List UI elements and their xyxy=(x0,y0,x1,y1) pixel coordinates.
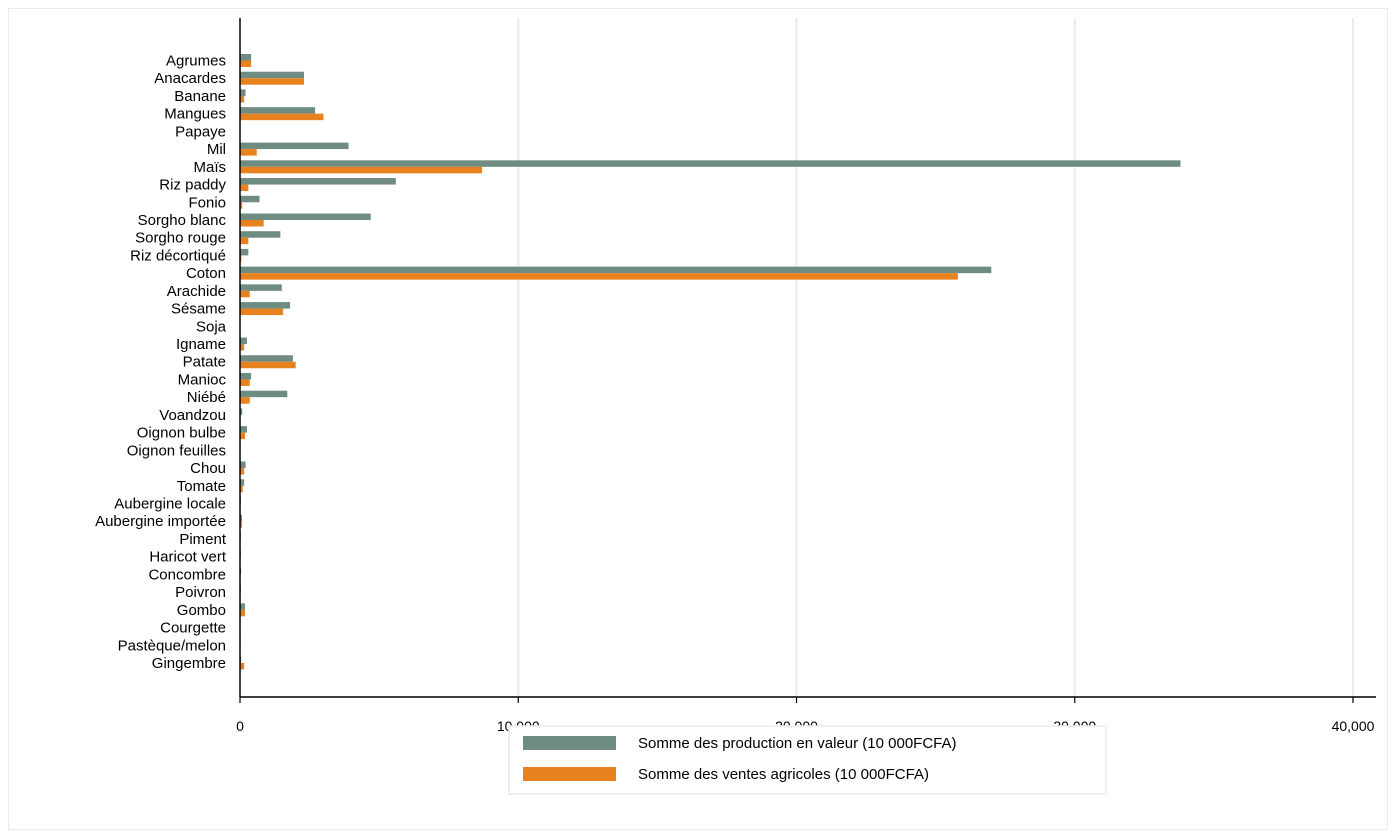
category-label: Riz décortiqué xyxy=(130,247,226,264)
legend-label-production: Somme des production en valeur (10 000FC… xyxy=(638,735,957,752)
category-label: Concombre xyxy=(148,566,226,583)
category-label: Pastèque/melon xyxy=(118,637,226,654)
bar-ventes xyxy=(240,485,243,493)
bar-production xyxy=(240,337,247,345)
category-labels: AgrumesAnacardesBananeManguesPapayeMilMa… xyxy=(95,53,227,672)
bar-production xyxy=(240,408,243,415)
bar-production xyxy=(240,160,1181,167)
bar-production xyxy=(240,284,282,291)
bar-group xyxy=(240,54,1181,670)
legend: Somme des production en valeur (10 000FC… xyxy=(508,725,1107,795)
legend-swatch-production xyxy=(523,736,616,750)
category-label: Sésame xyxy=(171,301,226,318)
bar-ventes xyxy=(240,468,245,475)
bar-ventes xyxy=(240,379,250,386)
category-label: Arachide xyxy=(167,283,226,300)
bar-ventes xyxy=(240,521,242,528)
axes xyxy=(239,18,1376,698)
grid-lines xyxy=(517,18,1354,697)
category-label: Papaye xyxy=(175,123,226,140)
category-label: Gingembre xyxy=(152,655,226,672)
bar-ventes xyxy=(240,95,245,103)
category-label: Piment xyxy=(179,531,227,548)
legend-label-ventes: Somme des ventes agricoles (10 000FCFA) xyxy=(638,766,929,783)
category-label: Anacardes xyxy=(154,70,226,87)
bar-production xyxy=(240,426,247,433)
legend-swatch-ventes xyxy=(523,767,616,781)
bar-production xyxy=(240,372,252,380)
bar-production xyxy=(240,195,260,203)
bar-ventes xyxy=(240,344,245,351)
bar-ventes xyxy=(240,60,252,67)
bar-ventes xyxy=(240,113,324,121)
bar-production xyxy=(240,231,281,238)
category-label: Manioc xyxy=(178,371,227,388)
bar-ventes xyxy=(240,308,284,316)
bar-ventes xyxy=(240,78,304,85)
category-label: Igname xyxy=(176,336,226,353)
category-label: Aubergine locale xyxy=(114,496,226,513)
category-label: Niébé xyxy=(187,389,226,406)
bar-ventes xyxy=(240,184,249,192)
bar-production xyxy=(240,266,992,274)
bar-ventes xyxy=(240,290,250,298)
chart-frame xyxy=(8,8,1388,830)
bar-ventes xyxy=(240,219,264,227)
category-label: Agrumes xyxy=(166,53,226,70)
category-label: Oignon feuilles xyxy=(127,442,226,459)
category-label: Courgette xyxy=(160,620,226,637)
category-label: Sorgho rouge xyxy=(135,230,226,247)
bar-production xyxy=(240,178,396,185)
category-label: Voandzou xyxy=(159,407,226,424)
bar-production xyxy=(240,479,245,486)
bar-production xyxy=(240,302,291,309)
category-label: Gombo xyxy=(177,602,226,619)
bar-ventes xyxy=(240,361,296,369)
x-tick-label: 0 xyxy=(236,718,244,734)
bar-ventes xyxy=(240,662,245,670)
bar-production xyxy=(240,107,316,114)
bar-ventes xyxy=(240,202,243,209)
bar-ventes xyxy=(240,397,250,404)
bar-ventes xyxy=(240,149,257,156)
bar-ventes xyxy=(240,432,246,440)
category-label: Mil xyxy=(207,141,226,158)
category-label: Haricot vert xyxy=(149,549,227,566)
category-label: Aubergine importée xyxy=(95,513,226,530)
bar-production xyxy=(240,461,246,469)
bar-production xyxy=(240,390,288,398)
category-label: Banane xyxy=(174,88,226,105)
category-label: Patate xyxy=(183,354,226,371)
category-label: Riz paddy xyxy=(159,177,226,194)
category-label: Tomate xyxy=(177,478,226,495)
category-label: Soja xyxy=(196,318,227,335)
bar-production xyxy=(240,71,304,79)
bar-production xyxy=(240,89,246,96)
x-tick-label: 40,000 xyxy=(1332,718,1375,734)
bar-ventes xyxy=(240,237,249,245)
bar-production xyxy=(240,248,249,256)
category-label: Chou xyxy=(190,460,226,477)
bar-production xyxy=(240,142,349,150)
category-label: Mangues xyxy=(164,106,226,123)
category-label: Fonio xyxy=(188,194,226,211)
category-label: Sorgho blanc xyxy=(138,212,227,229)
bar-production xyxy=(240,355,293,362)
category-label: Poivron xyxy=(175,584,226,601)
category-label: Oignon bulbe xyxy=(137,425,226,442)
bar-ventes xyxy=(240,273,958,280)
category-label: Maïs xyxy=(193,159,226,176)
bar-production xyxy=(240,603,246,610)
bar-ventes xyxy=(240,166,483,174)
category-label: Coton xyxy=(186,265,226,282)
bar-production xyxy=(240,514,242,522)
bar-ventes xyxy=(240,609,246,617)
bar-production xyxy=(240,54,252,61)
bar-production xyxy=(240,213,371,220)
